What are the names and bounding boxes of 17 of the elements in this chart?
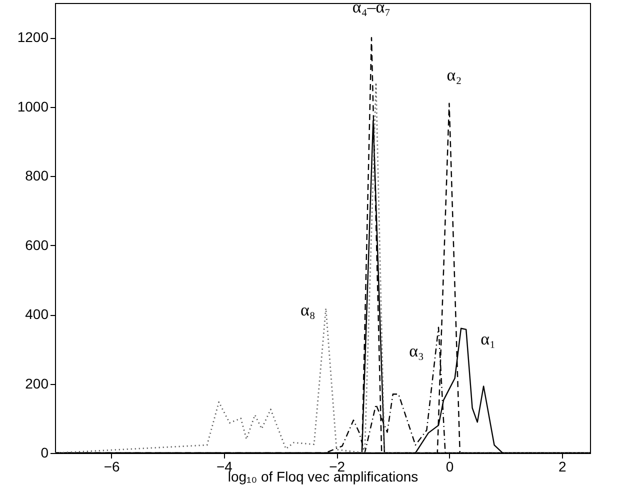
x-tick-label: 2	[558, 458, 566, 474]
annotation: α₃	[409, 341, 424, 360]
y-tick-label: 1000	[17, 98, 49, 114]
y-tick-label: 600	[25, 236, 49, 253]
y-tick-label: 400	[25, 306, 49, 322]
y-tick-label: 200	[25, 375, 49, 392]
x-tick-label: −6	[104, 458, 120, 474]
annotation: α₂	[446, 65, 462, 84]
y-tick-label: 800	[25, 168, 49, 184]
x-tick-label: 0	[446, 458, 454, 474]
y-tick-label: 1200	[17, 29, 49, 46]
annotation: α₈	[300, 300, 316, 320]
x-tick-label: −2	[329, 458, 346, 474]
y-tick-label: 0	[40, 444, 49, 460]
annotation: α₄–α₇	[352, 0, 391, 17]
x-tick-label: −4	[216, 458, 233, 474]
annotation: α₁	[480, 329, 496, 348]
